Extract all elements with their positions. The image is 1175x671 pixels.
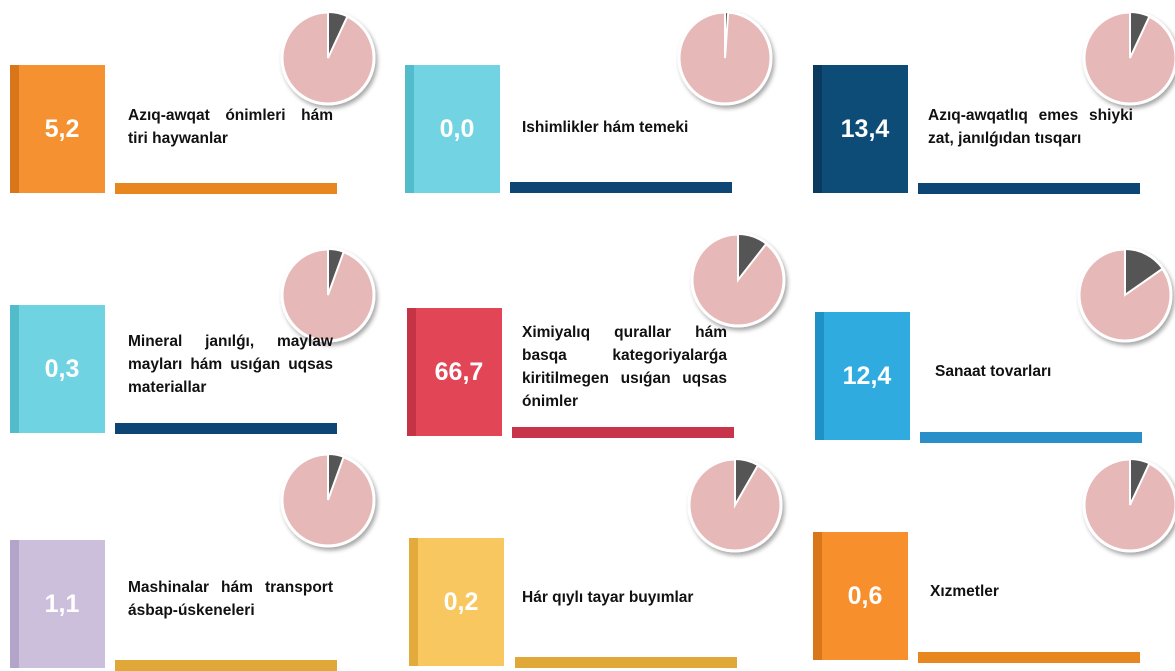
underline-bar bbox=[115, 423, 337, 434]
value-box: 1,1 bbox=[10, 540, 105, 668]
value-box: 0,3 bbox=[10, 305, 105, 433]
pie-slice bbox=[1129, 457, 1151, 506]
pie-icon bbox=[1082, 10, 1175, 106]
underline-bar bbox=[920, 432, 1142, 443]
underline-bar bbox=[515, 657, 737, 668]
value-box: 0,6 bbox=[813, 532, 908, 660]
value-box: 13,4 bbox=[813, 65, 908, 193]
value-box: 0,0 bbox=[405, 65, 500, 193]
pie-icon bbox=[1082, 457, 1175, 553]
pie-slice bbox=[1129, 10, 1151, 59]
pie-icon bbox=[690, 232, 786, 328]
underline-bar bbox=[115, 183, 337, 194]
underline-bar bbox=[512, 427, 734, 438]
pie-icon bbox=[280, 247, 376, 343]
value-box: 0,2 bbox=[409, 538, 504, 666]
underline-bar bbox=[918, 652, 1140, 663]
pie-slice bbox=[734, 457, 760, 509]
tile-label: Mineral janılǵı, maylaw mayları hám usıǵ… bbox=[128, 332, 333, 396]
tile-label: Azıq-awqatlıq emes shiyki zat, janılǵıda… bbox=[928, 107, 1133, 147]
tile-label: Xızmetler bbox=[930, 582, 999, 600]
pie-slice bbox=[1124, 247, 1165, 297]
pie-icon bbox=[1077, 247, 1173, 343]
pie-icon bbox=[280, 452, 376, 548]
pie-slice bbox=[737, 232, 768, 283]
pie-icon bbox=[280, 10, 376, 106]
tile-label: Azıq-awqat ónimleri hám tiri haywanlar bbox=[128, 107, 333, 147]
pie-slice bbox=[327, 452, 346, 501]
pie-icon bbox=[677, 10, 773, 106]
underline-bar bbox=[918, 183, 1140, 194]
tile-label: Sanaat tovarları bbox=[935, 362, 1052, 380]
tile-label: Hár qıylı tayar buyımlar bbox=[522, 588, 694, 606]
pie-icon bbox=[687, 457, 783, 553]
pie-slice bbox=[724, 10, 730, 59]
tile-label: Ximiyalıq qurallar hám basqa kategoriyal… bbox=[522, 324, 727, 410]
value-box: 12,4 bbox=[815, 312, 910, 440]
value-box: 66,7 bbox=[407, 308, 502, 436]
pie-slice bbox=[327, 10, 349, 59]
value-box: 5,2 bbox=[10, 65, 105, 193]
tile-label: Ishimlikler hám temeki bbox=[522, 118, 689, 136]
underline-bar bbox=[510, 182, 732, 193]
tile-label: Mashinalar hám transport ásbap-úskeneler… bbox=[128, 579, 333, 619]
pie-slice bbox=[327, 247, 346, 296]
